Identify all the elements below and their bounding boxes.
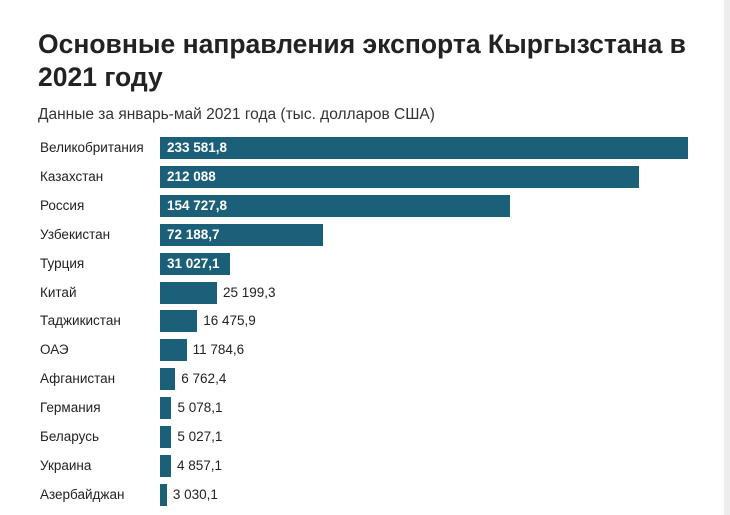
bar	[160, 368, 176, 391]
category-label: Великобритания	[40, 140, 144, 155]
value-label: 5 027,1	[177, 429, 223, 444]
value-label: 5 078,1	[177, 400, 223, 416]
chart-subtitle: Данные за январь-май 2021 года (тыс. дол…	[38, 106, 435, 123]
value-label: 72 188,7	[167, 226, 220, 242]
value-label: 154 727,8	[167, 197, 228, 213]
bar	[160, 454, 171, 477]
category-label: Азербайджан	[40, 486, 125, 502]
category-label: Казахстан	[40, 168, 104, 184]
bar	[160, 397, 172, 420]
category-label: Турция	[40, 255, 85, 271]
value-label: 6 762,4	[181, 371, 227, 387]
value-label: 25 199,3	[222, 284, 276, 300]
category-label: Таджикистан	[40, 313, 121, 329]
category-label: Беларусь	[40, 429, 100, 444]
value-label: 4 857,1	[176, 457, 223, 473]
chart-title: Основные направления экспорта Кыргызстан…	[38, 29, 686, 92]
category-label: Германия	[40, 400, 101, 416]
category-label: Украина	[40, 457, 92, 473]
category-label: Узбекистан	[40, 226, 111, 242]
bar	[160, 281, 217, 304]
value-label: 16 475,9	[203, 313, 256, 329]
bar	[160, 426, 172, 448]
bar	[160, 165, 640, 188]
right-border	[724, 0, 730, 515]
bar	[160, 339, 187, 362]
category-label: Россия	[40, 197, 85, 213]
value-label: 11 784,6	[192, 342, 245, 358]
value-label: 233 581,8	[167, 140, 228, 155]
bar	[160, 252, 231, 275]
value-label: 212 088	[167, 168, 216, 184]
category-label: Афганистан	[40, 371, 116, 387]
value-label: 31 027,1	[167, 255, 220, 271]
bar	[160, 223, 324, 246]
bar	[160, 483, 167, 506]
value-label: 3 030,1	[172, 486, 218, 502]
bar	[160, 137, 688, 159]
bar	[160, 310, 198, 333]
category-label: ОАЭ	[40, 342, 69, 358]
category-label: Китай	[40, 284, 77, 300]
bar	[160, 194, 510, 217]
